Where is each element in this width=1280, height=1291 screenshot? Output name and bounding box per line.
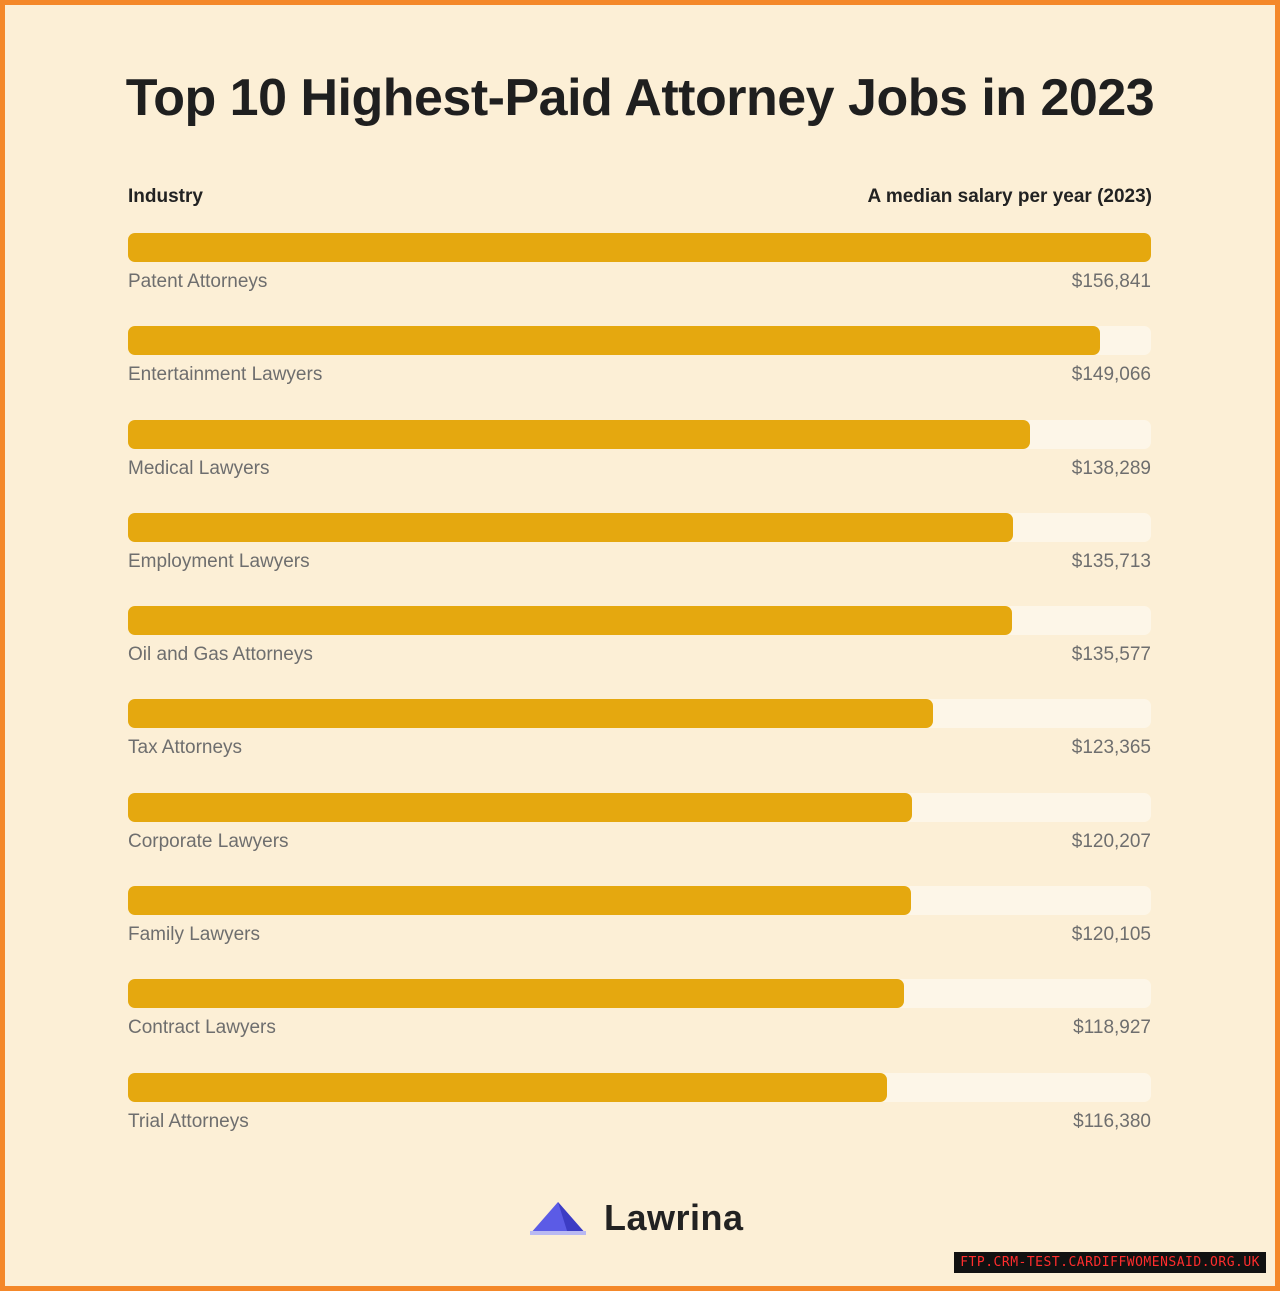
salary-value-label: $138,289: [1071, 457, 1151, 479]
industry-label: Oil and Gas Attorneys: [128, 644, 313, 666]
chart-row: Family Lawyers $120,105: [128, 886, 1151, 979]
salary-bar: [128, 886, 912, 916]
bar-track: [128, 326, 1151, 356]
infographic-card: [5, 5, 1275, 1286]
bar-track: [128, 979, 1151, 1009]
bar-track: [128, 699, 1151, 729]
salary-value-label: $116,380: [1073, 1110, 1151, 1132]
salary-bar: [128, 419, 1030, 449]
chart-row: Employment Lawyers $135,713: [128, 512, 1151, 606]
lawrina-logo: Lawrina: [528, 1196, 744, 1240]
salary-bar: [128, 512, 1014, 542]
salary-bar: [128, 792, 913, 822]
bar-track: [128, 792, 1151, 822]
salary-bar: [128, 699, 933, 729]
salary-value-label: $135,577: [1071, 644, 1151, 666]
salary-bar: [128, 233, 1151, 262]
salary-value-label: $120,105: [1071, 924, 1151, 946]
industry-label: Tax Attorneys: [128, 737, 243, 759]
chart-row: Oil and Gas Attorneys $135,577: [128, 606, 1151, 699]
industry-label: Trial Attorneys: [128, 1110, 249, 1132]
salary-bar: [128, 979, 904, 1009]
industry-label: Employment Lawyers: [128, 550, 310, 572]
bar-track: [128, 233, 1151, 262]
industry-label: Medical Lawyers: [128, 457, 270, 479]
bar-track: [128, 606, 1151, 636]
industry-label: Entertainment Lawyers: [128, 364, 323, 386]
salary-value-label: $156,841: [1071, 271, 1151, 292]
salary-value-label: $149,066: [1071, 364, 1151, 386]
bar-chart: Patent Attorneys $156,841 Entertainment La…: [128, 233, 1151, 1166]
industry-header: Industry: [128, 186, 203, 207]
bar-track: [128, 1072, 1151, 1102]
industry-label: Corporate Lawyers: [128, 830, 289, 852]
lawrina-logo-icon: [530, 1202, 586, 1235]
chart-row: Tax Attorneys $123,365: [128, 699, 1151, 792]
salary-value-label: $135,713: [1071, 550, 1151, 572]
salary-bar: [128, 606, 1013, 636]
bar-track: [128, 419, 1151, 449]
industry-label: Patent Attorneys: [128, 271, 268, 292]
salary-value-label: $120,207: [1071, 830, 1151, 852]
industry-label: Contract Lawyers: [128, 1017, 276, 1039]
salary-bar: [128, 326, 1101, 356]
salary-value-label: $123,365: [1071, 737, 1151, 759]
chart-title: Top 10 Highest-Paid Attorney Jobs in 202…: [125, 69, 1155, 127]
chart-row: Corporate Lawyers $120,207: [128, 792, 1151, 886]
industry-label: Family Lawyers: [128, 924, 260, 946]
salary-value-label: $118,927: [1073, 1017, 1151, 1039]
chart-row: Patent Attorneys $156,841: [128, 233, 1151, 326]
chart-row: Contract Lawyers $118,927: [128, 979, 1151, 1072]
bar-track: [128, 886, 1151, 916]
watermark: FTP.CRM-TEST.CARDIFFWOMENSAID.ORG.UK: [954, 1252, 1266, 1273]
chart-row: Entertainment Lawyers $149,066: [128, 326, 1151, 419]
chart-row: Medical Lawyers $138,289: [128, 419, 1151, 513]
salary-bar: [128, 1072, 888, 1102]
chart-row: Trial Attorneys $116,380: [128, 1072, 1151, 1166]
salary-header: A median salary per year (2023): [867, 186, 1152, 207]
bar-track: [128, 512, 1151, 542]
logo-text: Lawrina: [604, 1197, 744, 1238]
